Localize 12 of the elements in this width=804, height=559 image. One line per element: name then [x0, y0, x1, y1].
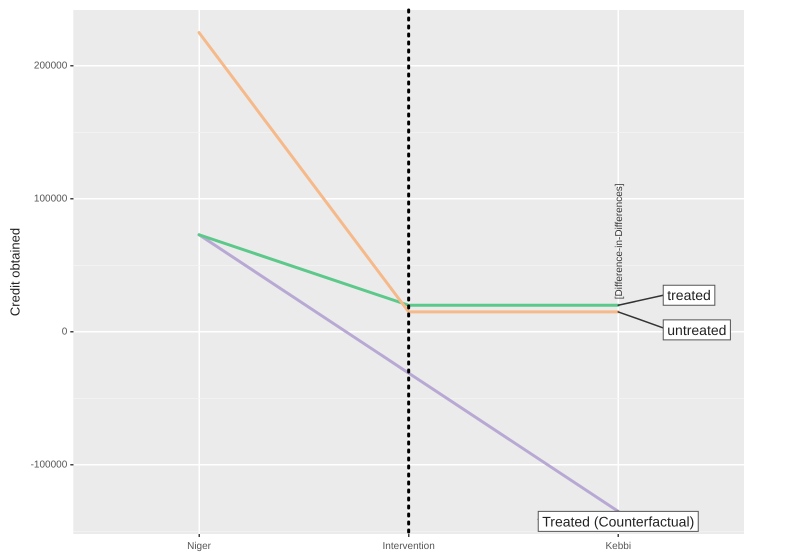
y-tick-label: 100000: [34, 194, 68, 205]
series-label: Treated (Counterfactual): [542, 513, 694, 530]
x-tick-label: Niger: [187, 540, 212, 552]
x-tick-label: Intervention: [382, 540, 435, 552]
x-tick-label: Kebbi: [605, 540, 632, 552]
y-axis-title: Credit obtained: [7, 228, 22, 316]
y-tick-label: 200000: [34, 60, 68, 72]
text: treated: [667, 287, 711, 304]
y-tick-label: -100000: [30, 460, 68, 471]
text: untreated: [667, 322, 726, 338]
y-tick-label: 0: [62, 326, 68, 338]
annotation: [Difference-in-Differences]: [614, 183, 626, 300]
